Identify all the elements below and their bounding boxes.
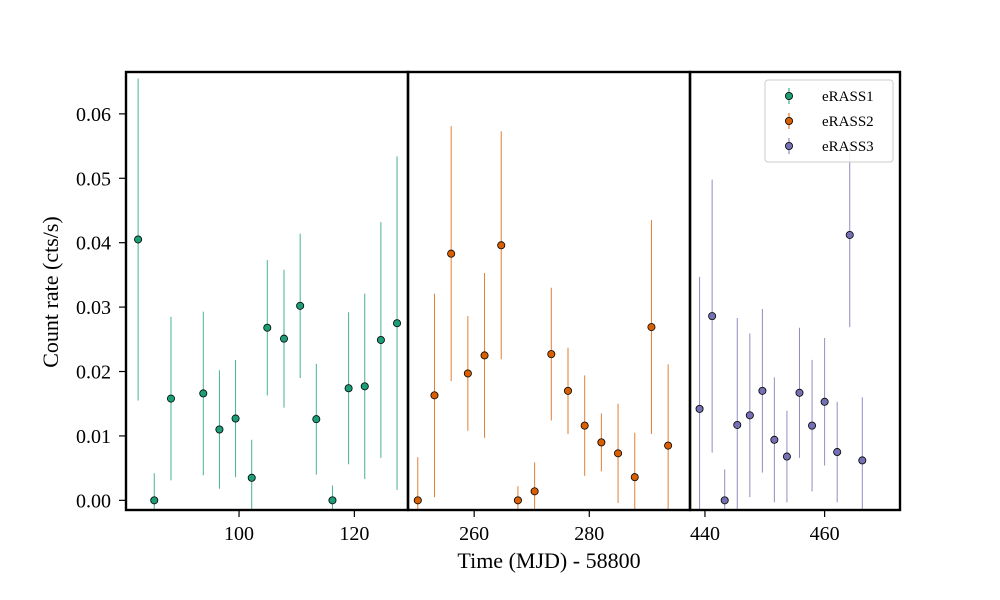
data-point (134, 235, 143, 244)
legend-label: eRASS2 (822, 114, 874, 130)
data-point (630, 473, 639, 482)
data-point (833, 448, 842, 457)
data-point (845, 230, 854, 239)
data-point (597, 438, 606, 447)
panel-3: 440 460 (688, 70, 902, 545)
data-point (231, 414, 240, 423)
data-point (808, 421, 817, 430)
data-point (513, 496, 522, 505)
data-point (695, 404, 704, 413)
panel-frame (688, 70, 902, 512)
data-point (263, 323, 272, 332)
data-point (547, 350, 556, 359)
y-axis: 0.00 0.01 0.02 0.03 0.04 0.05 0.06 (76, 104, 126, 512)
data-point (733, 420, 742, 429)
y-tick-label: 0.03 (76, 297, 111, 319)
data-point (820, 397, 829, 406)
data-point (360, 382, 369, 391)
data-point (563, 386, 572, 395)
data-point (530, 487, 539, 496)
legend-marker (785, 92, 794, 101)
panel-frame (406, 70, 692, 512)
data-point (312, 415, 321, 424)
data-point (344, 384, 353, 393)
data-point (430, 391, 439, 400)
data-point (614, 449, 623, 458)
legend: eRASS1 eRASS2 eRASS3 (764, 79, 894, 163)
data-point (328, 496, 337, 505)
legend-label: eRASS3 (822, 139, 874, 155)
data-point (480, 351, 489, 360)
x-tick-label: 460 (810, 523, 840, 545)
legend-marker (785, 141, 794, 150)
data-point (795, 388, 804, 397)
y-tick-label: 0.06 (76, 104, 111, 126)
data-point (708, 312, 717, 321)
data-point (150, 496, 159, 505)
data-point (580, 421, 589, 430)
legend-label: eRASS1 (822, 89, 874, 105)
y-tick-label: 0.01 (76, 426, 111, 448)
data-point (720, 496, 729, 505)
data-point (858, 456, 867, 465)
y-tick-label: 0.00 (76, 490, 111, 512)
data-point (199, 389, 208, 398)
data-point (215, 425, 224, 434)
x-tick-label: 120 (339, 523, 369, 545)
y-tick-label: 0.02 (76, 362, 111, 384)
data-point (247, 473, 256, 482)
x-tick-label: 280 (574, 523, 604, 545)
data-point (782, 452, 791, 461)
data-point (770, 435, 779, 444)
panel-1: 100 120 (124, 70, 410, 545)
data-point (497, 241, 506, 250)
data-point (393, 319, 402, 328)
y-tick-label: 0.04 (76, 233, 111, 255)
legend-marker (785, 117, 794, 126)
panel-2: 260 280 (406, 70, 692, 545)
x-tick-label: 260 (459, 523, 489, 545)
data-point (447, 249, 456, 258)
plot-area: 100 120 260 280 440 4600.000.010.020.030.040.… (76, 70, 902, 545)
y-tick-label: 0.05 (76, 168, 111, 190)
data-point (166, 394, 175, 403)
data-point (758, 386, 767, 395)
data-point (413, 496, 422, 505)
x-tick-label: 440 (690, 523, 720, 545)
x-tick-label: 100 (224, 523, 254, 545)
legend-box (764, 79, 894, 163)
data-point (296, 301, 305, 310)
data-point (664, 441, 673, 450)
y-axis-title: Count rate (cts/s) (38, 216, 63, 368)
data-point (280, 334, 289, 343)
data-point (745, 411, 754, 420)
data-point (463, 369, 472, 378)
x-axis-title: Time (MJD) - 58800 (457, 548, 640, 573)
data-point (647, 323, 656, 332)
data-point (376, 335, 385, 344)
